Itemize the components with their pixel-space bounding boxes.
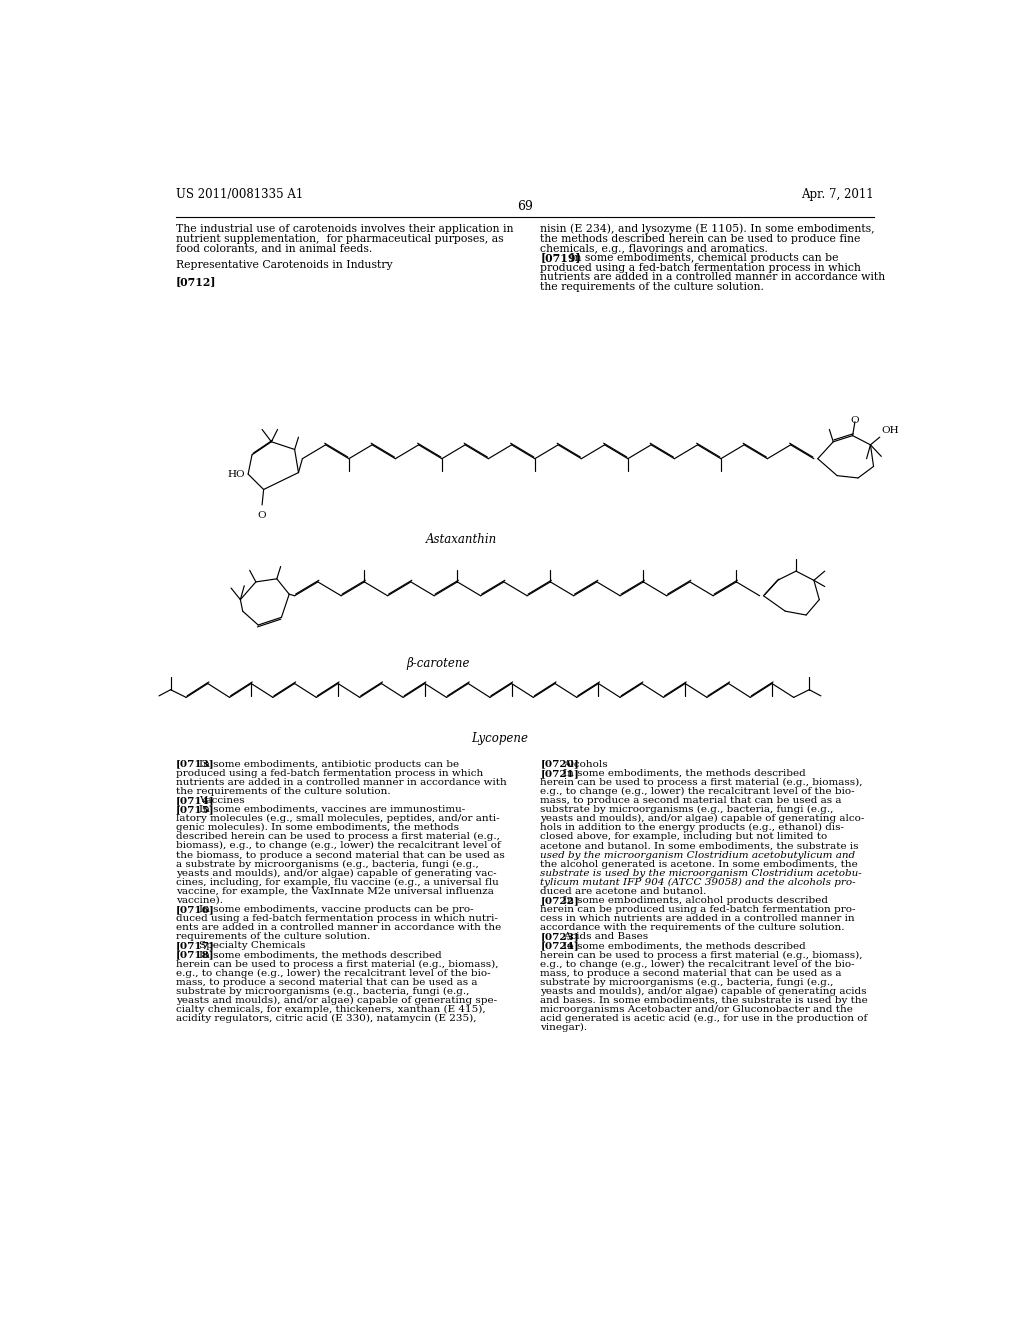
Text: [0718]: [0718] — [176, 950, 215, 960]
Text: [0724]: [0724] — [541, 941, 579, 950]
Text: the biomass, to produce a second material that can be used as: the biomass, to produce a second materia… — [176, 850, 505, 859]
Text: produced using a fed-batch fermentation process in which: produced using a fed-batch fermentation … — [176, 768, 483, 777]
Text: substrate is used by the microorganism Clostridium acetobu-: substrate is used by the microorganism C… — [541, 869, 862, 878]
Text: OH: OH — [882, 426, 899, 436]
Text: [0719]: [0719] — [541, 252, 581, 263]
Text: Specialty Chemicals: Specialty Chemicals — [199, 941, 305, 950]
Text: In some embodiments, vaccines are immunostimu-: In some embodiments, vaccines are immuno… — [199, 805, 465, 814]
Text: [0722]: [0722] — [541, 896, 579, 906]
Text: duced using a fed-batch fermentation process in which nutri-: duced using a fed-batch fermentation pro… — [176, 915, 498, 923]
Text: cialty chemicals, for example, thickeners, xanthan (E 415),: cialty chemicals, for example, thickener… — [176, 1005, 485, 1014]
Text: the methods described herein can be used to produce fine: the methods described herein can be used… — [541, 234, 861, 244]
Text: acidity regulators, citric acid (E 330), natamycin (E 235),: acidity regulators, citric acid (E 330),… — [176, 1014, 476, 1023]
Text: substrate by microorganisms (e.g., bacteria, fungi (e.g.,: substrate by microorganisms (e.g., bacte… — [176, 987, 469, 995]
Text: the requirements of the culture solution.: the requirements of the culture solution… — [176, 787, 391, 796]
Text: yeasts and moulds), and/or algae) capable of generating vac-: yeasts and moulds), and/or algae) capabl… — [176, 869, 497, 878]
Text: e.g., to change (e.g., lower) the recalcitrant level of the bio-: e.g., to change (e.g., lower) the recalc… — [541, 787, 855, 796]
Text: hols in addition to the energy products (e.g., ethanol) dis-: hols in addition to the energy products … — [541, 824, 845, 833]
Text: acetone and butanol. In some embodiments, the substrate is: acetone and butanol. In some embodiments… — [541, 841, 859, 850]
Text: nisin (E 234), and lysozyme (E 1105). In some embodiments,: nisin (E 234), and lysozyme (E 1105). In… — [541, 224, 874, 235]
Text: HO: HO — [227, 470, 245, 479]
Text: In some embodiments, the methods described: In some embodiments, the methods describ… — [199, 950, 441, 960]
Text: the alcohol generated is acetone. In some embodiments, the: the alcohol generated is acetone. In som… — [541, 859, 858, 869]
Text: Alcohols: Alcohols — [563, 760, 607, 768]
Text: yeasts and moulds), and/or algae) capable of generating alco-: yeasts and moulds), and/or algae) capabl… — [541, 814, 864, 824]
Text: requirements of the culture solution.: requirements of the culture solution. — [176, 932, 371, 941]
Text: mass, to produce a second material that can be used as a: mass, to produce a second material that … — [541, 969, 842, 978]
Text: US 2011/0081335 A1: US 2011/0081335 A1 — [176, 189, 303, 202]
Text: nutrient supplementation,  for pharmaceutical purposes, as: nutrient supplementation, for pharmaceut… — [176, 234, 504, 244]
Text: Lycopene: Lycopene — [471, 733, 528, 744]
Text: produced using a fed-batch fermentation process in which: produced using a fed-batch fermentation … — [541, 263, 861, 273]
Text: biomass), e.g., to change (e.g., lower) the recalcitrant level of: biomass), e.g., to change (e.g., lower) … — [176, 841, 501, 850]
Text: accordance with the requirements of the culture solution.: accordance with the requirements of the … — [541, 923, 845, 932]
Text: tylicum mutant IFP 904 (ATCC 39058) and the alcohols pro-: tylicum mutant IFP 904 (ATCC 39058) and … — [541, 878, 856, 887]
Text: substrate by microorganisms (e.g., bacteria, fungi (e.g.,: substrate by microorganisms (e.g., bacte… — [541, 978, 834, 987]
Text: In some embodiments, antibiotic products can be: In some embodiments, antibiotic products… — [199, 760, 459, 768]
Text: chemicals, e.g., flavorings and aromatics.: chemicals, e.g., flavorings and aromatic… — [541, 244, 768, 253]
Text: In some embodiments, chemical products can be: In some embodiments, chemical products c… — [569, 253, 839, 263]
Text: vinegar).: vinegar). — [541, 1023, 588, 1032]
Text: microorganisms Acetobacter and/or Gluconobacter and the: microorganisms Acetobacter and/or Glucon… — [541, 1005, 853, 1014]
Text: In some embodiments, the methods described: In some embodiments, the methods describ… — [563, 941, 806, 950]
Text: [0723]: [0723] — [541, 932, 579, 941]
Text: [0713]: [0713] — [176, 760, 215, 768]
Text: [0715]: [0715] — [176, 805, 215, 814]
Text: [0720]: [0720] — [541, 760, 579, 768]
Text: In some embodiments, vaccine products can be pro-: In some embodiments, vaccine products ca… — [199, 906, 473, 913]
Text: genic molecules). In some embodiments, the methods: genic molecules). In some embodiments, t… — [176, 824, 459, 833]
Text: mass, to produce a second material that can be used as a: mass, to produce a second material that … — [541, 796, 842, 805]
Text: nutrients are added in a controlled manner in accordance with: nutrients are added in a controlled mann… — [176, 777, 507, 787]
Text: food colorants, and in animal feeds.: food colorants, and in animal feeds. — [176, 244, 373, 253]
Text: [0712]: [0712] — [176, 276, 216, 286]
Text: In some embodiments, alcohol products described: In some embodiments, alcohol products de… — [563, 896, 828, 906]
Text: [0716]: [0716] — [176, 906, 215, 913]
Text: yeasts and moulds), and/or algae) capable of generating spe-: yeasts and moulds), and/or algae) capabl… — [176, 995, 498, 1005]
Text: the requirements of the culture solution.: the requirements of the culture solution… — [541, 282, 764, 292]
Text: 69: 69 — [517, 201, 532, 213]
Text: cines, including, for example, flu vaccine (e.g., a universal flu: cines, including, for example, flu vacci… — [176, 878, 499, 887]
Text: In some embodiments, the methods described: In some embodiments, the methods describ… — [563, 768, 806, 777]
Text: acid generated is acetic acid (e.g., for use in the production of: acid generated is acetic acid (e.g., for… — [541, 1014, 867, 1023]
Text: yeasts and moulds), and/or algae) capable of generating acids: yeasts and moulds), and/or algae) capabl… — [541, 987, 866, 995]
Text: e.g., to change (e.g., lower) the recalcitrant level of the bio-: e.g., to change (e.g., lower) the recalc… — [176, 969, 490, 978]
Text: a substrate by microorganisms (e.g., bacteria, fungi (e.g.,: a substrate by microorganisms (e.g., bac… — [176, 859, 479, 869]
Text: Vaccines: Vaccines — [199, 796, 245, 805]
Text: ents are added in a controlled manner in accordance with the: ents are added in a controlled manner in… — [176, 923, 502, 932]
Text: Apr. 7, 2011: Apr. 7, 2011 — [801, 189, 873, 202]
Text: cess in which nutrients are added in a controlled manner in: cess in which nutrients are added in a c… — [541, 915, 855, 923]
Text: latory molecules (e.g., small molecules, peptides, and/or anti-: latory molecules (e.g., small molecules,… — [176, 814, 500, 824]
Text: nutrients are added in a controlled manner in accordance with: nutrients are added in a controlled mann… — [541, 272, 886, 282]
Text: closed above, for example, including but not limited to: closed above, for example, including but… — [541, 833, 827, 841]
Text: substrate by microorganisms (e.g., bacteria, fungi (e.g.,: substrate by microorganisms (e.g., bacte… — [541, 805, 834, 814]
Text: and bases. In some embodiments, the substrate is used by the: and bases. In some embodiments, the subs… — [541, 995, 868, 1005]
Text: Representative Carotenoids in Industry: Representative Carotenoids in Industry — [176, 260, 392, 271]
Text: vaccine, for example, the VaxInnate M2e universal influenza: vaccine, for example, the VaxInnate M2e … — [176, 887, 494, 896]
Text: vaccine).: vaccine). — [176, 896, 223, 906]
Text: O: O — [851, 416, 859, 425]
Text: herein can be used to process a first material (e.g., biomass),: herein can be used to process a first ma… — [541, 777, 863, 787]
Text: [0721]: [0721] — [541, 768, 579, 777]
Text: herein can be used to process a first material (e.g., biomass),: herein can be used to process a first ma… — [541, 950, 863, 960]
Text: duced are acetone and butanol.: duced are acetone and butanol. — [541, 887, 707, 896]
Text: O: O — [258, 511, 266, 520]
Text: used by the microorganism Clostridium acetobutylicum and: used by the microorganism Clostridium ac… — [541, 850, 855, 859]
Text: mass, to produce a second material that can be used as a: mass, to produce a second material that … — [176, 978, 477, 987]
Text: e.g., to change (e.g., lower) the recalcitrant level of the bio-: e.g., to change (e.g., lower) the recalc… — [541, 960, 855, 969]
Text: herein can be used to process a first material (e.g., biomass),: herein can be used to process a first ma… — [176, 960, 499, 969]
Text: Acids and Bases: Acids and Bases — [563, 932, 648, 941]
Text: Astaxanthin: Astaxanthin — [426, 533, 497, 546]
Text: The industrial use of carotenoids involves their application in: The industrial use of carotenoids involv… — [176, 224, 514, 235]
Text: [0717]: [0717] — [176, 941, 215, 950]
Text: β-carotene: β-carotene — [407, 656, 470, 669]
Text: described herein can be used to process a first material (e.g.,: described herein can be used to process … — [176, 833, 500, 841]
Text: herein can be produced using a fed-batch fermentation pro-: herein can be produced using a fed-batch… — [541, 906, 856, 913]
Text: [0714]: [0714] — [176, 796, 215, 805]
